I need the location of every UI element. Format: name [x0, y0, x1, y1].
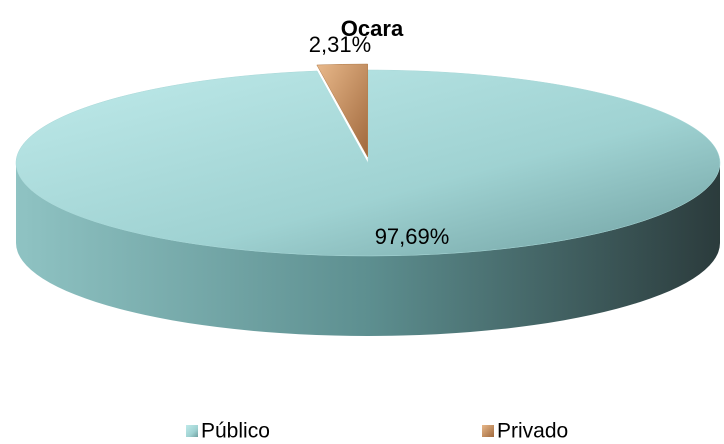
- pie-slice: [316, 63, 368, 158]
- legend-label: Público: [201, 420, 270, 443]
- chart-title: Ocara: [341, 16, 404, 41]
- pie-side: [16, 163, 720, 336]
- data-label: 97,69%: [375, 224, 450, 249]
- legend-swatch: [186, 425, 198, 437]
- data-label: 2,31%: [309, 32, 371, 57]
- pie: [15, 63, 721, 336]
- legend-swatch: [482, 425, 494, 437]
- pie-slice: [15, 69, 721, 257]
- legend-label: Privado: [497, 420, 568, 443]
